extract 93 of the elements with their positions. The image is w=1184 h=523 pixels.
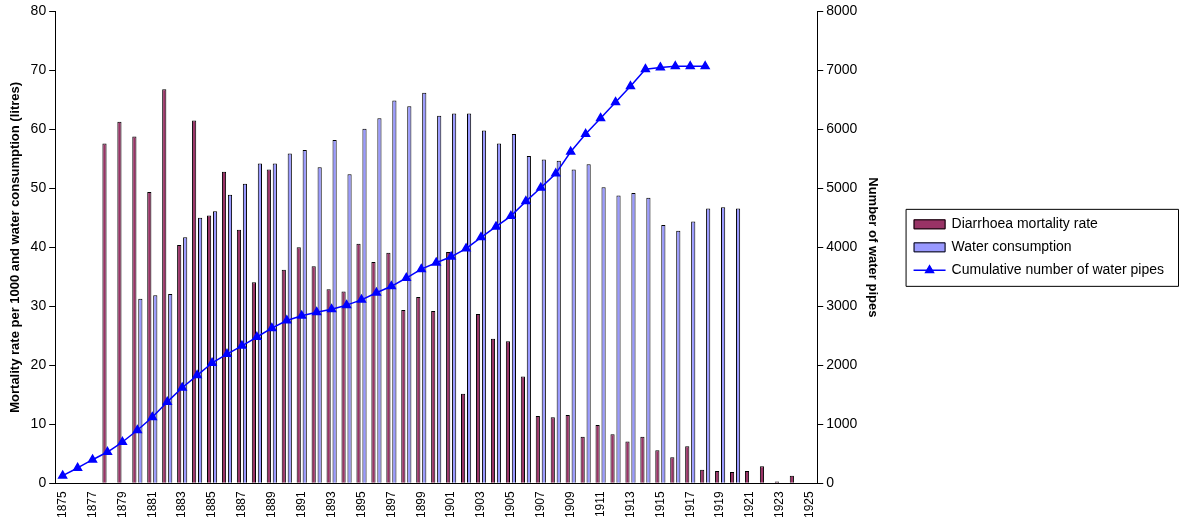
x-tick-label: 1905 <box>503 490 518 519</box>
point <box>685 61 695 70</box>
x-tick-label: 1907 <box>533 490 548 519</box>
point <box>312 306 322 316</box>
point <box>595 112 606 122</box>
x-tick-label: 1885 <box>204 490 219 519</box>
point <box>401 272 411 282</box>
x-tick-label: 1919 <box>712 490 727 519</box>
x-tick-label: 1909 <box>563 490 578 519</box>
point <box>700 61 710 70</box>
x-tick-label: 1899 <box>413 490 428 519</box>
y2-tick-label: 3000 <box>826 297 858 314</box>
point <box>371 287 382 296</box>
point <box>237 340 247 349</box>
x-tick-label: 1917 <box>682 490 697 519</box>
point <box>625 81 636 90</box>
legend-label: Cumulative number of water pipes <box>951 261 1164 278</box>
point <box>566 146 576 155</box>
y2-tick-label: 6000 <box>826 120 858 137</box>
point <box>655 62 665 71</box>
x-tick-label: 1879 <box>114 490 129 519</box>
point <box>132 424 143 434</box>
point <box>431 257 441 266</box>
y-tick-label: 0 <box>38 474 47 491</box>
point <box>491 221 501 230</box>
point <box>72 462 83 471</box>
y-tick-label: 60 <box>30 120 47 137</box>
point <box>267 322 277 332</box>
point <box>416 263 426 273</box>
x-tick-label: 1887 <box>234 490 249 519</box>
y-tick-label: 10 <box>30 415 47 432</box>
y-tick-label: 30 <box>30 297 47 314</box>
point <box>506 210 516 220</box>
y2-tick-label: 8000 <box>826 2 858 19</box>
x-tick-label: 1913 <box>622 490 637 519</box>
y2-tick-label: 4000 <box>826 238 858 255</box>
y-tick-label: 50 <box>30 179 47 196</box>
y2-tick-label: 2000 <box>826 356 858 373</box>
y-tick-label: 20 <box>30 356 47 373</box>
point <box>536 182 546 191</box>
point <box>162 396 172 405</box>
point <box>282 315 292 324</box>
point <box>177 382 187 391</box>
x-tick-label: 1883 <box>174 490 189 519</box>
x-tick-label: 1903 <box>473 490 488 519</box>
x-tick-label: 1893 <box>323 490 338 519</box>
point <box>207 357 217 366</box>
point <box>640 63 651 73</box>
point <box>192 370 202 379</box>
point <box>670 61 680 70</box>
point <box>102 446 113 456</box>
point <box>446 251 456 260</box>
point <box>521 196 531 205</box>
x-tick-label: 1911 <box>592 490 607 518</box>
x-tick-label: 1897 <box>383 490 398 519</box>
point <box>222 348 232 358</box>
legend-label: Diarrhoea mortality rate <box>951 215 1099 232</box>
x-tick-label: 1875 <box>54 490 69 519</box>
point <box>147 411 157 421</box>
y2-axis-title: Number of water pipes <box>865 177 881 318</box>
legend-label: Water consumption <box>951 238 1072 255</box>
point <box>581 128 591 138</box>
y2-tick-label: 0 <box>826 474 835 491</box>
point <box>476 232 486 241</box>
y-tick-label: 70 <box>30 61 47 78</box>
x-tick-label: 1921 <box>742 490 757 519</box>
x-tick-label: 1925 <box>802 490 817 519</box>
point <box>341 299 352 309</box>
point <box>386 281 397 290</box>
y-axis-title: Mortality rate per 1000 and water consumption (litres) <box>7 81 23 413</box>
x-tick-label: 1895 <box>353 490 368 519</box>
point <box>356 294 367 303</box>
y2-tick-label: 7000 <box>826 61 858 78</box>
x-tick-label: 1915 <box>652 490 667 519</box>
x-tick-label: 1881 <box>144 490 159 519</box>
point <box>252 331 262 341</box>
point <box>610 96 621 106</box>
point <box>551 168 561 177</box>
y-tick-label: 40 <box>30 238 47 255</box>
x-tick-label: 1901 <box>443 490 458 519</box>
x-tick-label: 1877 <box>84 490 99 519</box>
point <box>87 454 98 463</box>
point <box>297 310 307 319</box>
x-tick-label: 1923 <box>772 490 787 519</box>
y-tick-label: 80 <box>30 2 47 19</box>
y2-tick-label: 5000 <box>826 179 858 196</box>
x-tick-label: 1891 <box>294 490 309 519</box>
y2-tick-label: 1000 <box>826 415 858 432</box>
point <box>461 243 471 252</box>
x-tick-label: 1889 <box>264 490 279 519</box>
point <box>117 436 128 446</box>
point <box>326 304 337 313</box>
point <box>58 470 68 479</box>
